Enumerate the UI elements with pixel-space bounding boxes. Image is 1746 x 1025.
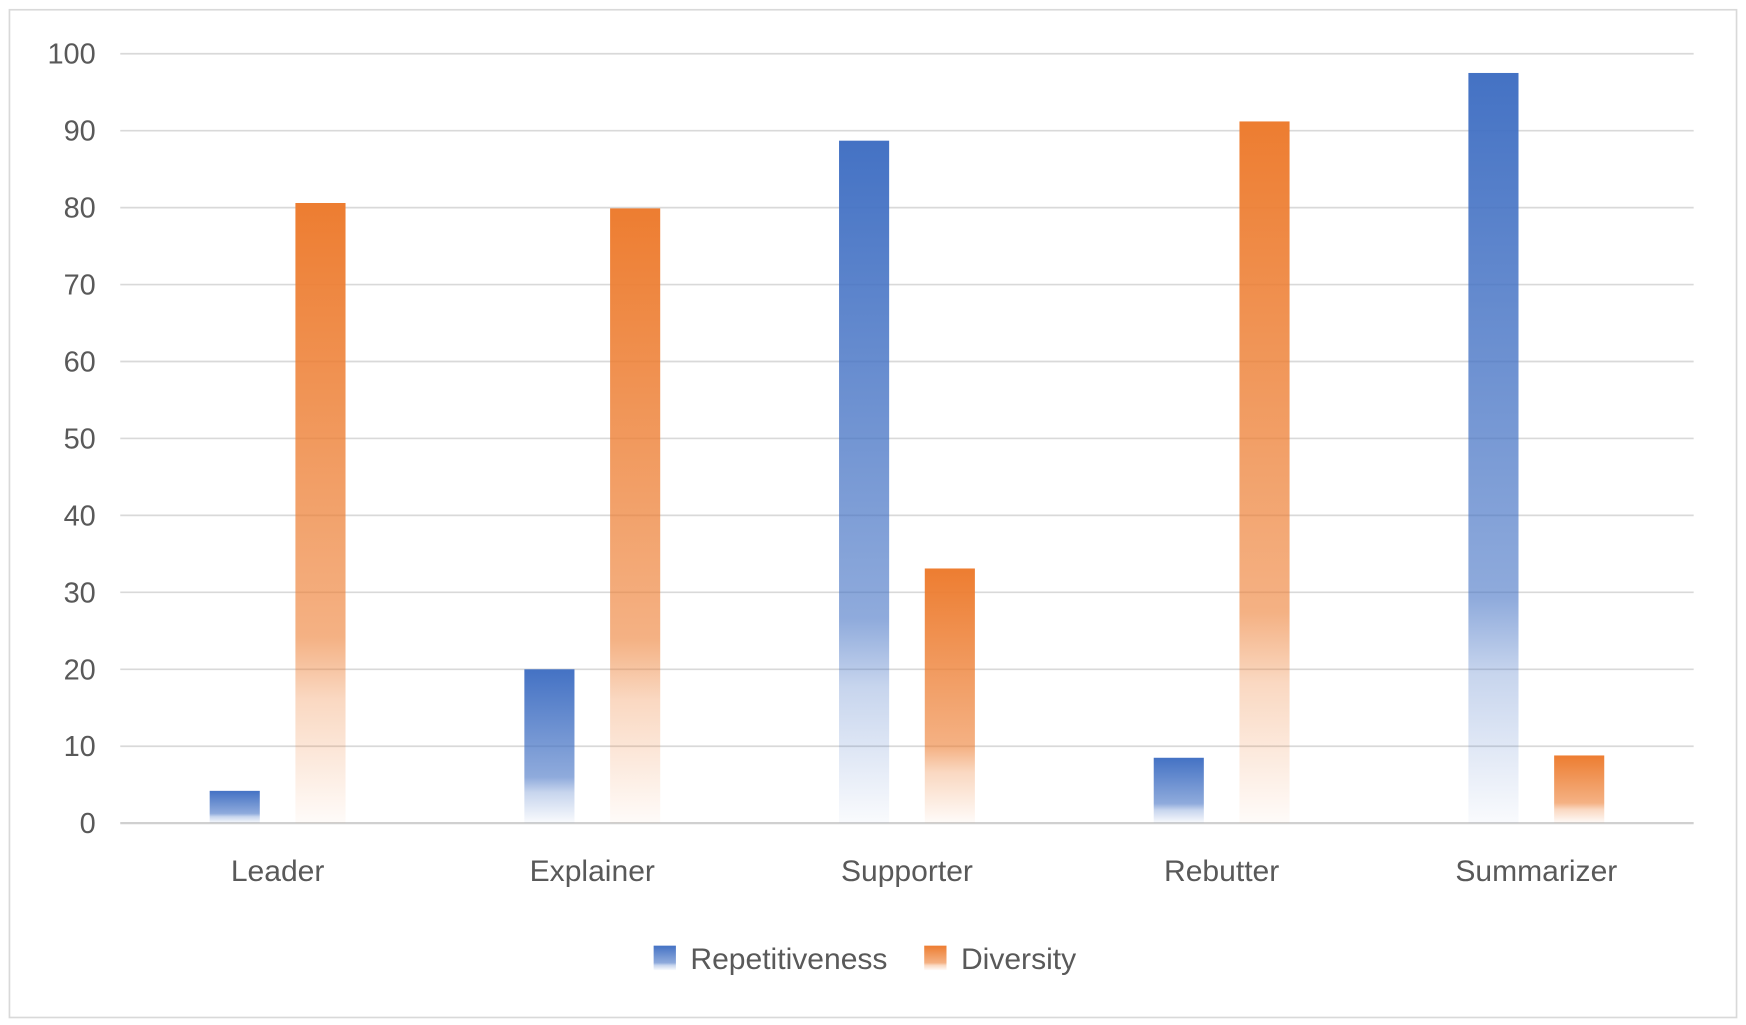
y-tick-label: 40 xyxy=(64,500,96,532)
bar-repetitiveness-explainer xyxy=(524,669,575,824)
x-tick-label: Leader xyxy=(231,855,325,888)
bar-diversity-explainer xyxy=(610,208,661,824)
legend-swatch-diversity xyxy=(924,945,947,971)
y-tick-label: 10 xyxy=(64,731,96,763)
bar-diversity-rebutter xyxy=(1239,121,1290,824)
y-tick-label: 90 xyxy=(64,116,96,148)
y-tick-label: 70 xyxy=(64,270,96,302)
y-tick-label: 20 xyxy=(64,654,96,686)
y-tick-label: 0 xyxy=(80,808,96,840)
bar-repetitiveness-summarizer xyxy=(1468,72,1519,824)
bar-repetitiveness-leader xyxy=(209,790,260,824)
bar-diversity-leader xyxy=(295,203,346,824)
bars xyxy=(209,72,1605,824)
legend-label: Diversity xyxy=(961,943,1076,976)
bar-repetitiveness-supporter xyxy=(839,140,890,824)
y-tick-label: 50 xyxy=(64,423,96,455)
bar-diversity-supporter xyxy=(924,568,975,824)
legend-label: Repetitiveness xyxy=(690,943,887,976)
y-tick-label: 100 xyxy=(47,39,95,71)
x-tick-label: Summarizer xyxy=(1455,855,1617,888)
x-tick-label: Explainer xyxy=(530,855,655,888)
legend-swatch-repetitiveness xyxy=(653,945,676,971)
gridlines xyxy=(120,52,1694,825)
y-tick-label: 60 xyxy=(64,347,96,379)
y-tick-label: 80 xyxy=(64,193,96,225)
x-tick-label: Supporter xyxy=(841,855,973,888)
legend: Repetitiveness Diversity xyxy=(653,943,1076,976)
bar-diversity-summarizer xyxy=(1554,755,1605,824)
x-tick-label: Rebutter xyxy=(1164,855,1279,888)
bar-repetitiveness-rebutter xyxy=(1153,757,1204,824)
y-tick-label: 30 xyxy=(64,577,96,609)
axis-labels: 0 10 20 30 40 50 60 70 80 90 100 Leader Explainer Sup… xyxy=(47,39,1617,888)
